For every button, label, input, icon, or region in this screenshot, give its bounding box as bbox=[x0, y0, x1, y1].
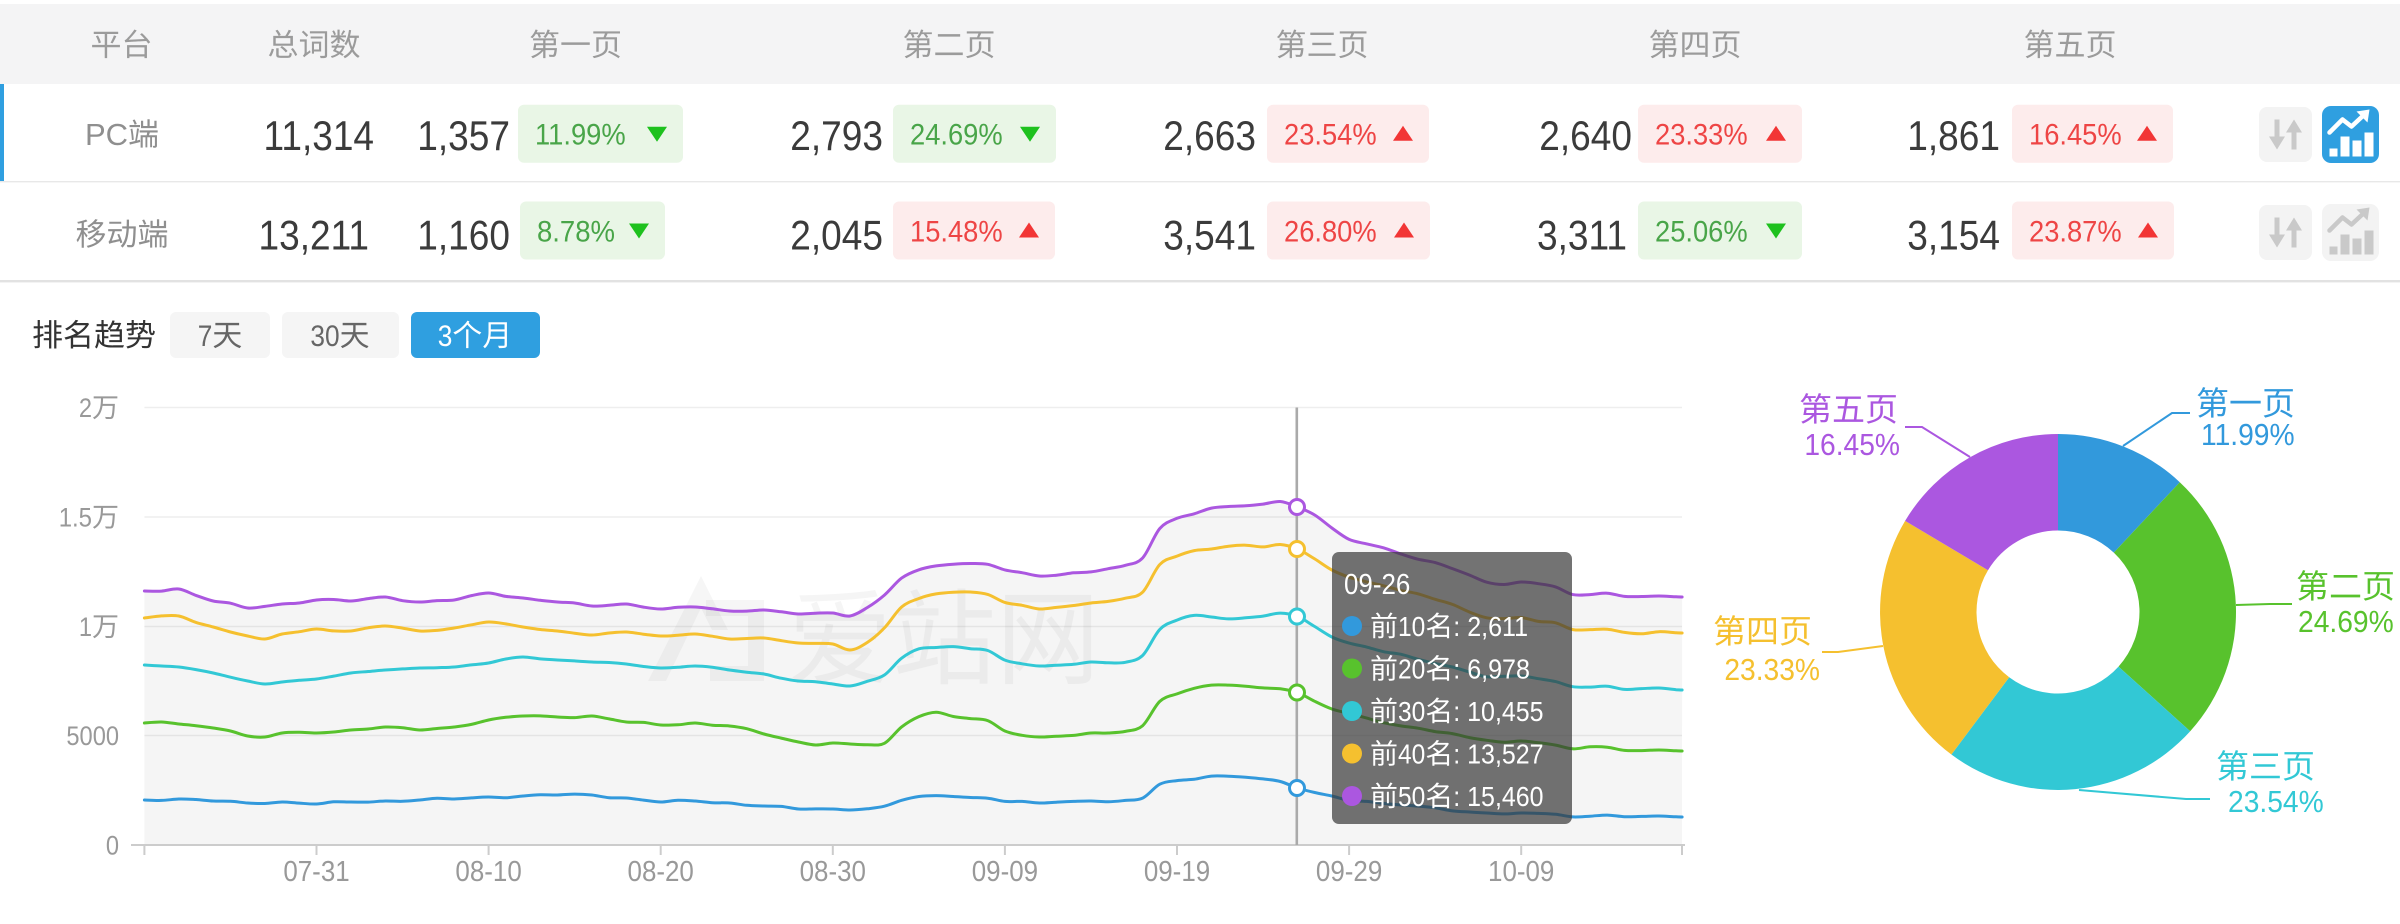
svg-text:23.54%: 23.54% bbox=[2228, 785, 2324, 820]
svg-text:08-20: 08-20 bbox=[628, 855, 694, 888]
svg-text:1,160: 1,160 bbox=[417, 212, 510, 259]
svg-text:PC: PC bbox=[85, 117, 128, 152]
svg-text:13,211: 13,211 bbox=[259, 212, 369, 259]
svg-text:25.06%: 25.06% bbox=[1655, 215, 1748, 248]
svg-text:16.45%: 16.45% bbox=[1804, 428, 1900, 463]
svg-text:11.99%: 11.99% bbox=[2201, 418, 2295, 453]
svg-text:11.99%: 11.99% bbox=[535, 118, 626, 151]
svg-text:8.78%: 8.78% bbox=[537, 215, 615, 248]
svg-text:08-10: 08-10 bbox=[455, 855, 521, 888]
svg-text:07-31: 07-31 bbox=[283, 855, 349, 888]
svg-text:23.33%: 23.33% bbox=[1655, 118, 1748, 151]
svg-text:09-09: 09-09 bbox=[972, 855, 1038, 888]
svg-text:08-30: 08-30 bbox=[800, 855, 866, 888]
svg-text:0: 0 bbox=[106, 831, 119, 861]
svg-text:23.87%: 23.87% bbox=[2029, 215, 2122, 248]
svg-text:5000: 5000 bbox=[66, 722, 119, 752]
svg-text:2,793: 2,793 bbox=[790, 113, 883, 160]
svg-text:16.45%: 16.45% bbox=[2029, 118, 2122, 151]
svg-text:3,154: 3,154 bbox=[1907, 212, 2000, 259]
svg-text:1: 1 bbox=[79, 613, 92, 643]
svg-text:10-09: 10-09 bbox=[1488, 855, 1554, 888]
svg-text:20: 20 bbox=[1398, 653, 1425, 685]
svg-text:24.69%: 24.69% bbox=[910, 118, 1003, 151]
svg-text:26.80%: 26.80% bbox=[1284, 215, 1377, 248]
svg-text:3,311: 3,311 bbox=[1537, 212, 1627, 259]
svg-text:09-29: 09-29 bbox=[1316, 855, 1382, 888]
svg-text:23.54%: 23.54% bbox=[1284, 118, 1377, 151]
svg-text:2: 2 bbox=[79, 394, 92, 424]
svg-text:1,357: 1,357 bbox=[417, 113, 510, 160]
svg-text:: 6,978: : 6,978 bbox=[1453, 653, 1530, 685]
svg-text:: 13,527: : 13,527 bbox=[1453, 738, 1543, 770]
svg-text:2,640: 2,640 bbox=[1539, 113, 1632, 160]
svg-text:: 15,460: : 15,460 bbox=[1453, 781, 1543, 813]
svg-text:: 2,611: : 2,611 bbox=[1453, 611, 1528, 643]
svg-text:50: 50 bbox=[1398, 781, 1425, 813]
svg-text:2,663: 2,663 bbox=[1163, 113, 1256, 160]
svg-text:: 10,455: : 10,455 bbox=[1453, 696, 1543, 728]
svg-text:24.69%: 24.69% bbox=[2298, 605, 2394, 640]
svg-text:09-26: 09-26 bbox=[1344, 568, 1410, 601]
svg-text:40: 40 bbox=[1398, 738, 1425, 770]
svg-text:30: 30 bbox=[1398, 696, 1425, 728]
svg-text:30: 30 bbox=[310, 318, 339, 352]
svg-text:11,314: 11,314 bbox=[264, 113, 374, 160]
svg-text:09-19: 09-19 bbox=[1144, 855, 1210, 888]
svg-text:10: 10 bbox=[1398, 611, 1425, 643]
svg-text:7: 7 bbox=[198, 318, 213, 352]
svg-text:15.48%: 15.48% bbox=[910, 215, 1003, 248]
svg-text:23.33%: 23.33% bbox=[1724, 653, 1820, 688]
svg-text:3: 3 bbox=[438, 318, 453, 352]
svg-text:1.5: 1.5 bbox=[59, 503, 92, 533]
svg-text:2,045: 2,045 bbox=[790, 212, 883, 259]
svg-text:1,861: 1,861 bbox=[1907, 113, 2000, 160]
svg-text:3,541: 3,541 bbox=[1163, 212, 1256, 259]
